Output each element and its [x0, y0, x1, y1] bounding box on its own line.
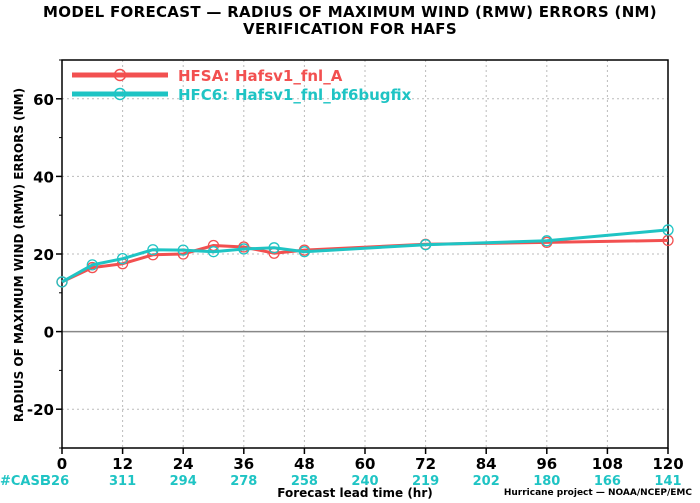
legend: HFSA: Hafsv1_fnl_A HFC6: Hafsv1_fnl_bf6bugf…: [72, 67, 412, 104]
case-count: 202: [473, 474, 500, 489]
legend-label: Hafsv1_fnl_bf6bugfix: [235, 86, 412, 104]
data-point: [268, 242, 280, 254]
case-count: 141: [654, 474, 681, 489]
y-tick-label: 0: [44, 324, 54, 342]
case-count: 240: [351, 474, 378, 489]
case-count: 258: [291, 474, 318, 489]
data-point: [116, 253, 129, 265]
legend-marker: [113, 68, 127, 82]
x-tick-label: 120: [652, 455, 683, 473]
data-point: [147, 244, 159, 256]
case-count: 180: [533, 474, 560, 489]
data-point: [298, 246, 311, 258]
x-tick-label: 84: [476, 455, 497, 473]
case-count: 166: [594, 474, 621, 489]
case-count: 294: [170, 474, 197, 489]
x-tick-label: 96: [536, 455, 557, 473]
x-tick-label: 36: [233, 455, 254, 473]
legend-name: HFC6:: [178, 86, 228, 104]
y-axis-title: RADIUS OF MAXIMUM WIND (RMW) ERRORS (NM): [12, 88, 26, 422]
data-point: [207, 246, 220, 258]
data-point: [177, 244, 189, 256]
legend-marker: [113, 87, 127, 101]
x-tick-label: 108: [592, 455, 623, 473]
x-tick-label: 72: [415, 455, 436, 473]
plot-frame: [61, 59, 669, 449]
data-point: [541, 235, 553, 247]
y-tick-label: -20: [27, 401, 54, 419]
y-tick-label: 20: [33, 246, 54, 264]
chart-subtitle: VERIFICATION FOR HAFS: [243, 20, 457, 38]
x-tick-label: 60: [355, 455, 376, 473]
case-count: 326: [42, 474, 69, 489]
data-point: [238, 243, 250, 255]
labels: 0 12 24 36 48 60 72 84 96 108 120 -20 0 20 40 60 #CASE32…: [0, 91, 684, 489]
x-axis-title: Forecast lead time (hr): [277, 486, 433, 500]
x-tick-label: 12: [112, 455, 133, 473]
data-point: [86, 259, 98, 271]
case-count-header: #CASE: [0, 474, 49, 489]
credit-text: Hurricane project — NOAA/NCEP/EMC: [503, 488, 692, 498]
data-point: [662, 224, 674, 236]
x-tick-label: 24: [173, 455, 194, 473]
legend-name: HFSA:: [178, 67, 230, 85]
y-tick-label: 60: [33, 91, 54, 109]
series: [56, 224, 674, 288]
case-count: 219: [412, 474, 439, 489]
case-count: 278: [230, 474, 257, 489]
y-tick-label: 40: [33, 168, 54, 186]
x-tick-label: 0: [57, 455, 67, 473]
legend-label: Hafsv1_fnl_A: [235, 67, 343, 85]
chart-title: MODEL FORECAST — RADIUS OF MAXIMUM WIND …: [43, 3, 657, 21]
x-tick-label: 48: [294, 455, 315, 473]
data-point: [419, 239, 432, 251]
case-count: 311: [109, 474, 136, 489]
axes: [56, 59, 669, 454]
data-point: [56, 276, 68, 288]
